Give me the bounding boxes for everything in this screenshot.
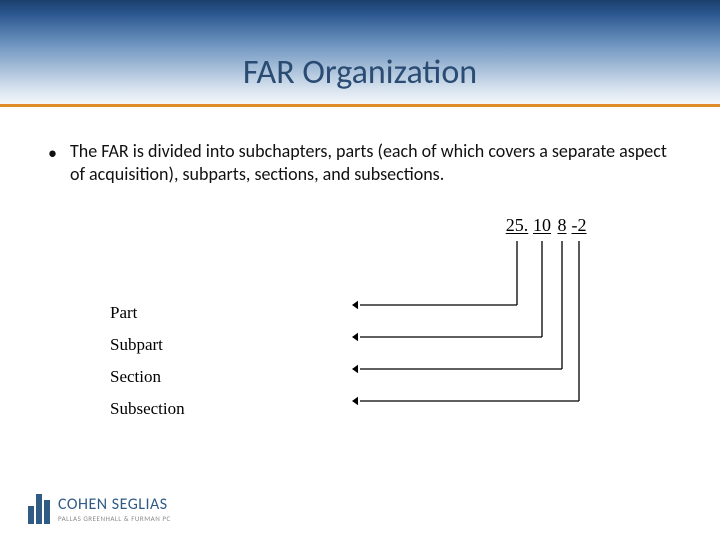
- bullet-marker: •: [48, 140, 70, 185]
- arrowhead-icon: [352, 301, 358, 309]
- logo-bar: [28, 506, 34, 524]
- logo-main-text: COHEN SEGLIAS: [58, 497, 171, 513]
- header-accent-rule: [0, 104, 720, 107]
- connector-lines: [110, 215, 630, 475]
- logo-sub-text: PALLAS GREENHALL & FURMAN PC: [58, 515, 171, 522]
- arrowhead-icon: [352, 333, 358, 341]
- arrowhead-icon: [352, 365, 358, 373]
- logo-bar: [44, 500, 50, 524]
- bullet-text: The FAR is divided into subchapters, par…: [70, 140, 680, 185]
- logo-bar: [36, 494, 42, 524]
- slide-title: FAR Organization: [0, 52, 720, 93]
- citation-diagram: 25.108-2 PartSubpartSectionSubsection: [110, 215, 630, 475]
- bullet-item: • The FAR is divided into subchapters, p…: [48, 140, 680, 185]
- firm-logo: COHEN SEGLIAS PALLAS GREENHALL & FURMAN …: [28, 494, 171, 524]
- logo-text: COHEN SEGLIAS PALLAS GREENHALL & FURMAN …: [58, 497, 171, 522]
- slide: FAR Organization • The FAR is divided in…: [0, 0, 720, 540]
- arrowhead-icon: [352, 397, 358, 405]
- bullet-block: • The FAR is divided into subchapters, p…: [48, 140, 680, 185]
- logo-mark-icon: [28, 494, 50, 524]
